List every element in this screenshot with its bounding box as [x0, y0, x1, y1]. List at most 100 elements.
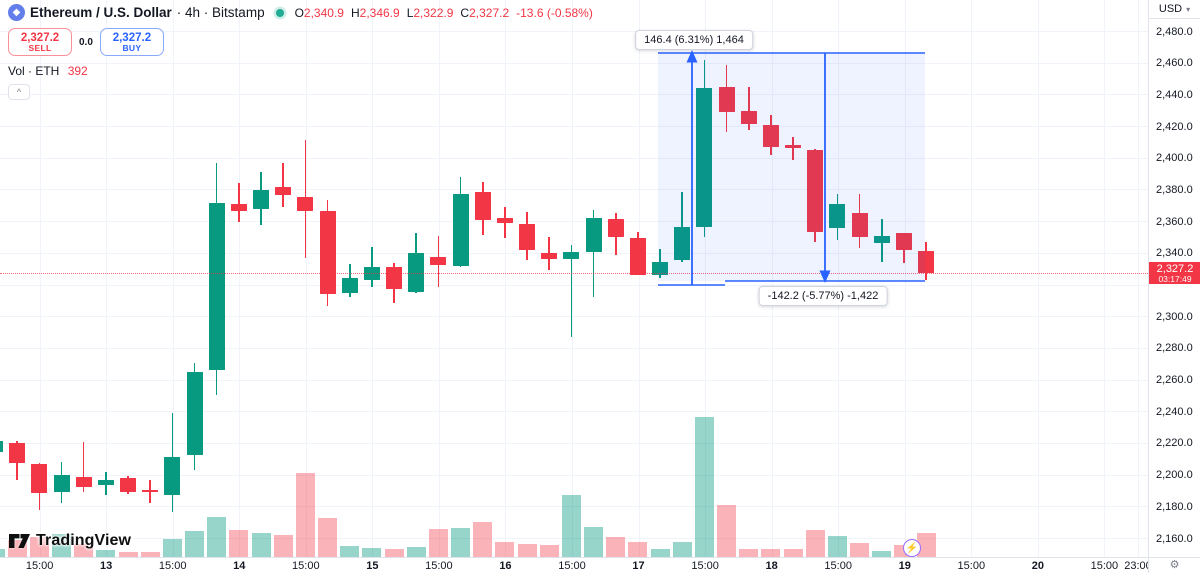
ohlc-values: O2,340.9 H2,346.9 L2,322.9 C2,327.2 -13.… — [294, 5, 593, 20]
chart-pane[interactable]: 146.4 (6.31%) 1,464 -142.2 (-5.77%) -1,4… — [0, 0, 1148, 557]
market-status-icon[interactable] — [275, 8, 284, 17]
candle-wick — [570, 244, 573, 337]
candle — [607, 218, 624, 237]
time-tick-label: 15:00 — [824, 560, 852, 572]
grid-line-vertical — [1138, 0, 1139, 557]
time-tick-label: 20 — [1031, 560, 1044, 572]
candle — [319, 210, 336, 294]
price-tick-label: 2,460.0 — [1156, 57, 1193, 70]
time-tick-label: 15:00 — [425, 560, 453, 572]
time-tick-label: 19 — [898, 560, 911, 572]
volume-bar — [273, 535, 293, 557]
candle — [142, 489, 159, 492]
time-tick-label: 18 — [765, 560, 778, 572]
volume-bar — [561, 495, 581, 557]
candle — [474, 191, 491, 220]
price-change: -13.6 (-0.58%) — [516, 5, 593, 20]
buy-button[interactable]: 2,327.2 BUY — [99, 28, 164, 56]
currency-selector[interactable]: USD ▾ — [1149, 0, 1200, 19]
currency-label: USD — [1158, 3, 1183, 15]
candle — [452, 193, 469, 266]
tradingview-logo-icon — [9, 534, 30, 548]
candle — [696, 88, 713, 227]
price-axis[interactable]: USD ▾ 2,480.0 2,460.0 2,440.0 2,420.0 2,400.… — [1148, 0, 1200, 557]
measure-up-label[interactable]: 146.4 (6.31%) 1,464 — [635, 30, 753, 50]
grid-line-vertical — [172, 0, 174, 557]
watermark-text: TradingView — [36, 532, 132, 549]
volume-bar — [428, 528, 448, 557]
volume-bar — [872, 550, 892, 557]
last-price-label: 2,327.2 03:17:49 — [1149, 262, 1200, 285]
grid-line-horizontal — [0, 538, 1148, 539]
time-axis[interactable]: 15:00 13 15:00 14 15:00 15 15:00 16 15:00 17 15:00… — [0, 557, 1152, 573]
grid-line-vertical — [904, 0, 906, 557]
price-tick-label: 2,260.0 — [1156, 374, 1193, 387]
axis-corner: ⚙ — [1148, 557, 1200, 573]
candle — [519, 223, 536, 250]
candle-wick — [681, 191, 684, 262]
grid-line-horizontal — [0, 157, 1148, 159]
candle — [718, 86, 735, 112]
lightning-boost-icon[interactable]: ⚡ — [903, 539, 921, 557]
grid-line-vertical — [1104, 0, 1106, 557]
symbol-meta[interactable]: · 4h · Bitstamp — [176, 5, 265, 20]
volume-bar — [650, 548, 670, 557]
spread-value: 0.0 — [79, 36, 93, 48]
volume-bar — [916, 532, 936, 557]
grid-line-vertical — [438, 0, 440, 557]
candle-wick — [747, 87, 750, 130]
candle — [31, 463, 48, 493]
current-price-line — [0, 273, 1148, 275]
candle-wick — [282, 162, 284, 207]
volume-bar — [162, 538, 182, 557]
time-tick-label: 13 — [100, 560, 113, 572]
grid-line-horizontal — [0, 31, 1148, 32]
volume-bar — [362, 548, 382, 557]
volume-bar — [74, 543, 94, 557]
chevron-down-icon: ▾ — [1186, 4, 1191, 14]
volume-bar — [539, 545, 559, 557]
candle — [918, 251, 935, 274]
volume-bar — [207, 517, 227, 557]
grid-line-horizontal — [0, 442, 1148, 444]
price-tick-label: 2,200.0 — [1156, 469, 1193, 482]
time-tick-label: 15:00 — [1090, 560, 1119, 572]
candle — [120, 477, 137, 492]
bar-countdown: 03:17:49 — [1158, 274, 1192, 285]
gear-icon[interactable]: ⚙ — [1169, 559, 1180, 571]
candle — [851, 212, 868, 237]
time-tick-label: 15:00 — [292, 560, 320, 572]
candle — [829, 204, 846, 228]
candle — [275, 186, 292, 195]
volume-bar — [584, 527, 604, 557]
candle — [0, 441, 3, 453]
candle — [652, 262, 669, 275]
grid-line-horizontal — [0, 506, 1148, 508]
candle — [53, 474, 70, 492]
grid-line-horizontal — [0, 347, 1148, 349]
candle — [496, 217, 513, 224]
volume-legend: Vol · ETH 392 — [8, 64, 88, 78]
volume-bar — [384, 548, 404, 557]
volume-bar — [140, 552, 160, 557]
candle — [341, 277, 358, 293]
measure-down-label[interactable]: -142.2 (-5.77%) -1,422 — [758, 286, 888, 306]
time-tick-label: 15:00 — [957, 560, 986, 572]
volume-bar — [185, 530, 205, 557]
grid-line-horizontal — [0, 379, 1148, 381]
time-tick-label: 23:00 — [1124, 560, 1152, 572]
candle — [75, 476, 92, 487]
price-tick-label: 2,400.0 — [1156, 152, 1193, 165]
symbol-title[interactable]: Ethereum / U.S. Dollar — [30, 5, 172, 20]
tradingview-watermark[interactable]: TradingView — [9, 532, 131, 550]
volume-bar — [827, 535, 847, 557]
sell-button[interactable]: 2,327.2 SELL — [8, 28, 72, 56]
candle — [386, 266, 403, 289]
price-tick-label: 2,280.0 — [1156, 342, 1193, 355]
candle — [97, 479, 114, 485]
grid-line-horizontal — [0, 474, 1148, 476]
collapse-legend-button[interactable]: ^ — [8, 84, 30, 100]
volume-bar — [451, 528, 471, 557]
price-tick-label: 2,160.0 — [1156, 532, 1193, 545]
volume-bar — [739, 548, 759, 557]
